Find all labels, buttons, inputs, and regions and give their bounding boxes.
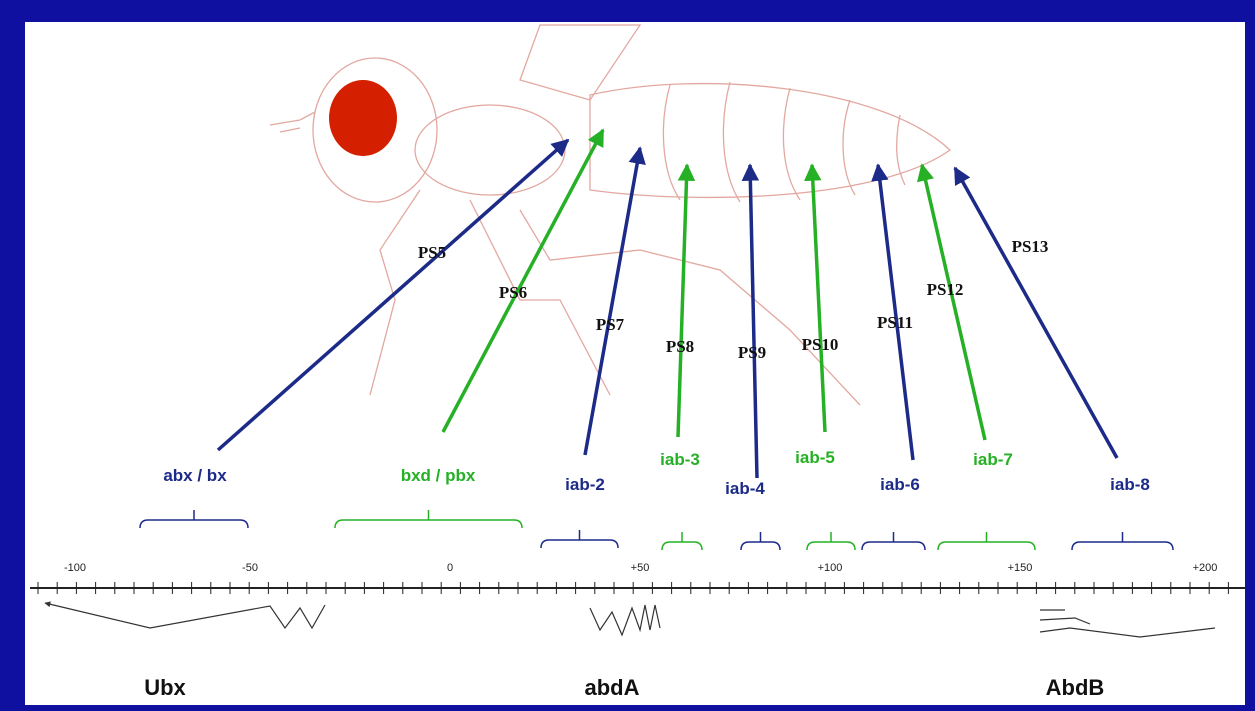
segment-label: PS10 — [802, 335, 839, 354]
region-label: iab-7 — [973, 450, 1013, 469]
segment-label: PS8 — [666, 337, 694, 356]
region-label: iab-2 — [565, 475, 605, 494]
region-label: iab-5 — [795, 448, 835, 467]
scale-label: +100 — [818, 562, 843, 574]
scale-label: +50 — [631, 562, 650, 574]
diagram: PS5 abx / bx PS6 bxd / pbx PS7 iab-2 PS8 iab-3 P… — [0, 0, 1255, 711]
segment-label: PS13 — [1012, 237, 1049, 256]
segment-label: PS9 — [738, 343, 766, 362]
scale-label: 0 — [447, 562, 453, 574]
segment-label: PS7 — [596, 315, 625, 334]
gene-label: Ubx — [144, 675, 186, 700]
scale-label: -50 — [242, 562, 258, 574]
region-label: bxd / pbx — [401, 466, 476, 485]
gene-label: AbdB — [1046, 675, 1105, 700]
scale-label: +200 — [1193, 562, 1218, 574]
region-label: iab-8 — [1110, 475, 1150, 494]
segment-label: PS5 — [418, 243, 446, 262]
region-label: iab-6 — [880, 475, 920, 494]
segment-label: PS11 — [877, 313, 913, 332]
scale-label: +150 — [1008, 562, 1033, 574]
segment-label: PS6 — [499, 283, 527, 302]
fly-eye — [329, 80, 397, 156]
region-label: iab-4 — [725, 479, 765, 498]
region-label: iab-3 — [660, 450, 700, 469]
segment-label: PS12 — [927, 280, 964, 299]
gene-label: abdA — [585, 675, 640, 700]
page: {"regions": [ {"label": "abx / bx", "seg… — [0, 0, 1255, 711]
panel — [25, 22, 1245, 705]
region-label: abx / bx — [163, 466, 227, 485]
scale-label: -100 — [64, 562, 86, 574]
